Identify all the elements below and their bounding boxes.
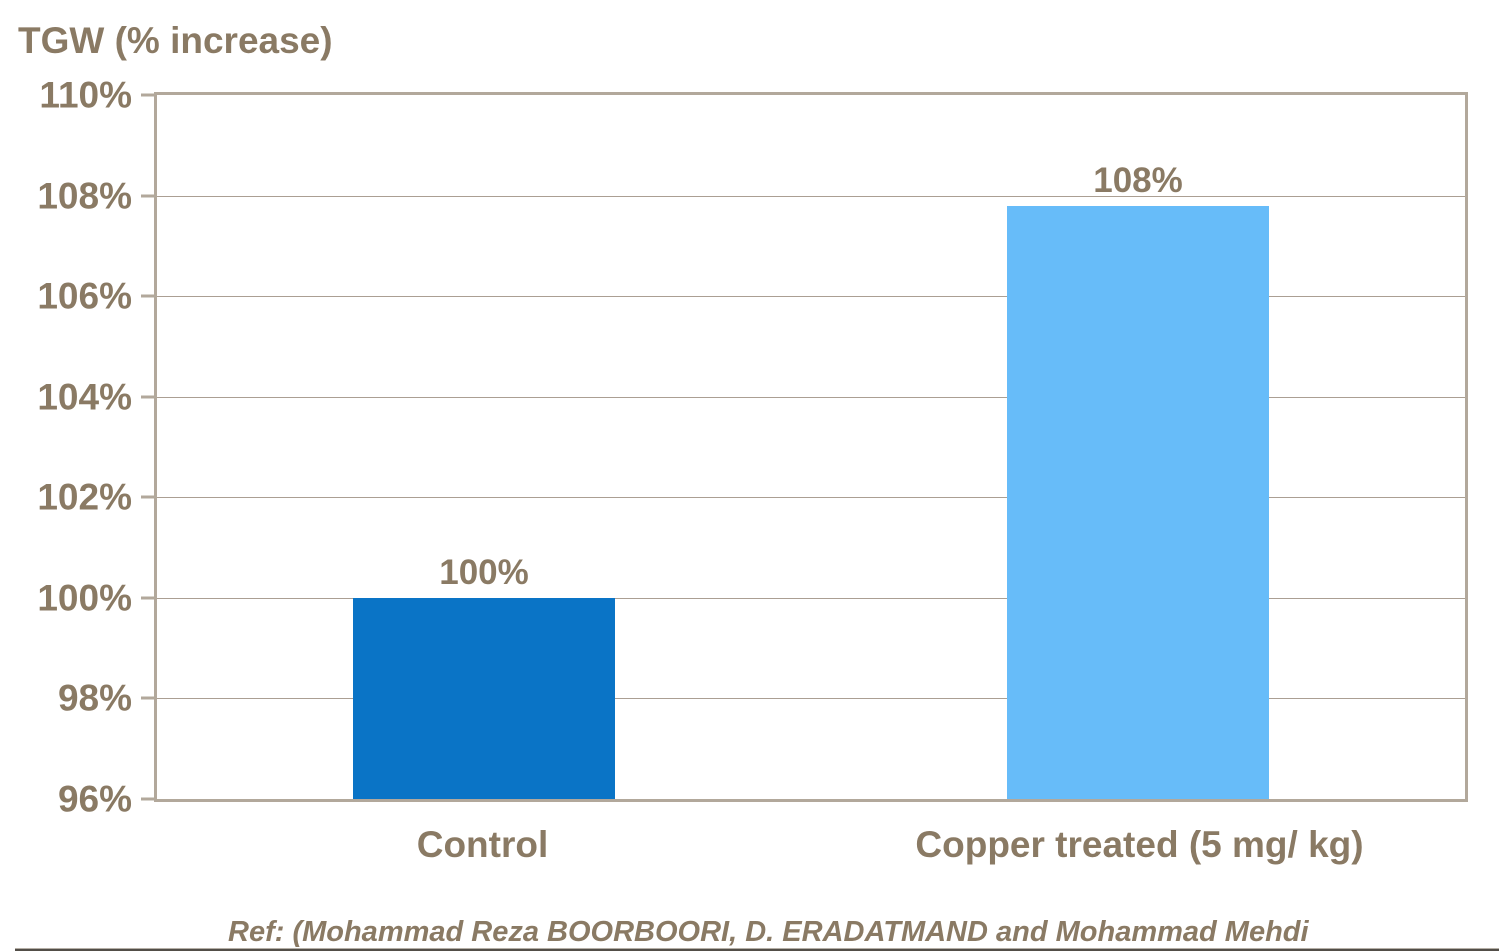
x-axis-label-control: Control (416, 824, 549, 865)
gridline-104 (157, 396, 1465, 398)
bar-copper-treated (1007, 205, 1269, 799)
y-axis-label: 106% (37, 275, 132, 317)
y-axis-label: 104% (37, 376, 132, 418)
bottom-divider-line (15, 948, 1499, 951)
y-axis-tick (141, 93, 154, 97)
gridline-108 (157, 195, 1465, 197)
x-axis-label-copper: Copper treated (5 mg/ kg) (915, 824, 1364, 865)
gridline-102 (157, 497, 1465, 499)
y-axis-label: 110% (39, 74, 132, 116)
y-axis-label: 100% (37, 577, 132, 619)
reference-footnote: Ref: (Mohammad Reza BOORBOORI, D. ERADAT… (228, 916, 1309, 948)
gridline-100 (157, 597, 1465, 599)
y-axis-tick (141, 495, 154, 499)
bar-value-label: 100% (439, 552, 529, 592)
plot-area: 110% 108% 106% 104% 102% 100% 98% 96% 10… (37, 77, 1468, 818)
gridline-98 (157, 698, 1465, 700)
y-axis-tick (141, 395, 154, 399)
category-slot-copper: 108% (811, 95, 1465, 799)
bar-control (353, 597, 615, 799)
y-axis-tick (141, 294, 154, 298)
y-axis-label: 108% (37, 175, 132, 217)
y-axis-tick (141, 596, 154, 600)
plot-inner: 110% 108% 106% 104% 102% 100% 98% 96% 10… (37, 77, 1465, 818)
gridline-106 (157, 296, 1465, 298)
y-axis-label: 102% (37, 476, 132, 518)
x-axis-labels: Control Copper treated (5 mg/ kg) (154, 826, 1468, 871)
y-axis-tick (141, 797, 154, 801)
bars-container: 100% 108% (157, 95, 1465, 799)
chart-title: TGW (% increase) (18, 20, 333, 61)
y-axis-tick (141, 696, 154, 700)
category-slot-control: 100% (157, 95, 811, 799)
y-axis-tick (141, 194, 154, 198)
bar-value-label: 108% (1093, 160, 1183, 200)
y-axis-label: 98% (57, 677, 132, 719)
y-axis-label: 96% (57, 778, 132, 820)
